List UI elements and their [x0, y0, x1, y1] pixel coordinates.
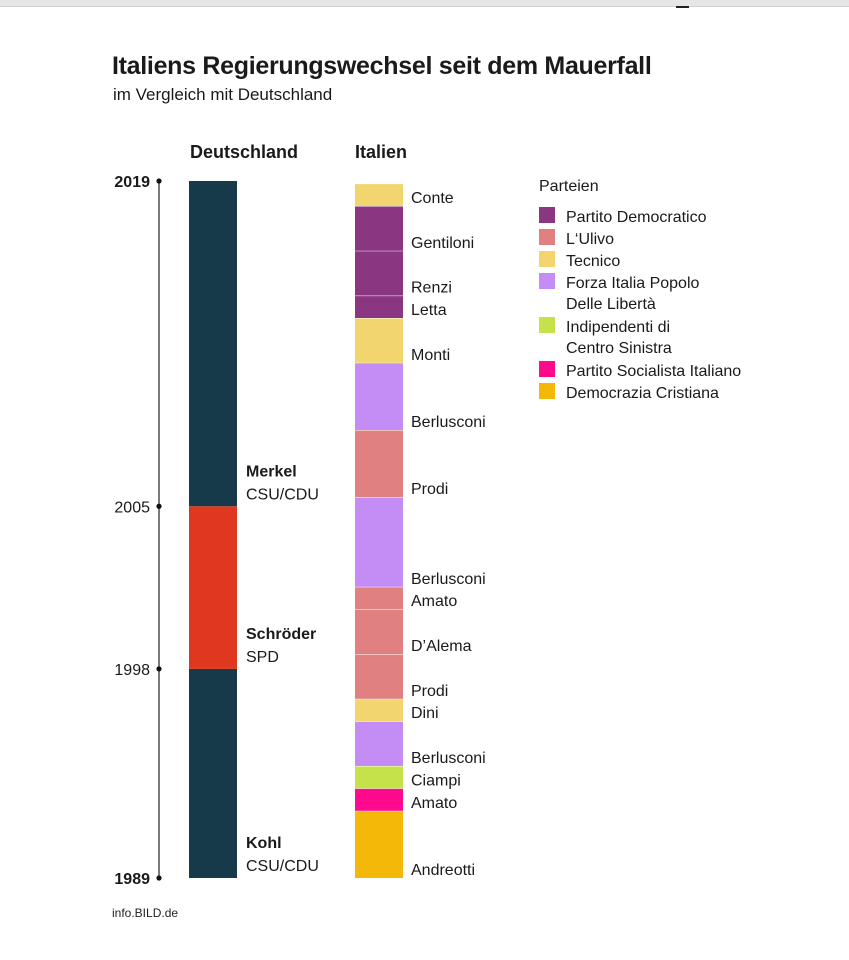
italy-pm-label-berlusconi: Berlusconi — [411, 750, 486, 767]
germany-party-kohl: CSU/CDU — [246, 858, 319, 875]
italy-pm-label-dalema: D’Alema — [411, 638, 472, 655]
legend-swatch — [539, 273, 555, 289]
italy-pm-label-amato: Amato — [411, 795, 457, 812]
italy-bar-letta — [355, 295, 403, 318]
italy-pm-label-monti: Monti — [411, 347, 450, 364]
italy-pm-label-dini: Dini — [411, 705, 439, 722]
germany-chancellor-schröder: Schröder — [246, 626, 316, 643]
legend-label: Partito Socialista Italiano — [566, 363, 741, 380]
italy-bar-gentiloni — [355, 206, 403, 251]
chart-subtitle: im Vergleich mit Deutschland — [113, 85, 333, 104]
italy-bar-amato — [355, 788, 403, 811]
italy-pm-label-berlusconi: Berlusconi — [411, 571, 486, 588]
italy-bar-monti — [355, 318, 403, 363]
legend-label: Delle Libertà — [566, 296, 656, 313]
italy-bar-dini — [355, 698, 403, 722]
italy-bar-berlusconi — [355, 721, 403, 766]
germany-bar-merkel — [189, 181, 237, 507]
year-tick-label-2019: 2019 — [114, 174, 150, 191]
year-tick-dot-1989 — [156, 875, 162, 881]
year-tick-label-1998: 1998 — [114, 662, 150, 679]
legend-label: Democrazia Cristiana — [566, 385, 719, 402]
top-bar-marker — [676, 6, 689, 8]
year-tick-label-1989: 1989 — [114, 871, 150, 888]
germany-chancellor-kohl: Kohl — [246, 835, 282, 852]
year-tick-dot-1998 — [156, 666, 162, 672]
legend-title: Parteien — [539, 178, 599, 195]
italy-bar-ciampi — [355, 766, 403, 789]
germany-party-schröder: SPD — [246, 649, 279, 666]
legend-swatch — [539, 207, 555, 223]
italy-pm-label-amato: Amato — [411, 593, 457, 610]
italy-pm-label-letta: Letta — [411, 302, 447, 319]
browser-top-bar — [0, 0, 849, 7]
italy-bar-prodi — [355, 430, 403, 498]
chart-title: Italiens Regierungswechsel seit dem Maue… — [112, 52, 652, 80]
italy-pm-label-berlusconi: Berlusconi — [411, 414, 486, 431]
italy-bar-conte — [355, 183, 403, 206]
italy-pm-label-prodi: Prodi — [411, 481, 448, 498]
germany-party-merkel: CSU/CDU — [246, 486, 319, 503]
legend-label: Centro Sinistra — [566, 340, 672, 357]
italy-bar-amato — [355, 586, 403, 610]
column-header-italien: Italien — [355, 142, 407, 162]
italy-pm-label-prodi: Prodi — [411, 683, 448, 700]
legend-label: L‘Ulivo — [566, 231, 614, 248]
legend-swatch — [539, 317, 555, 333]
italy-bar-prodi — [355, 654, 403, 699]
legend-label: Forza Italia Popolo — [566, 275, 700, 292]
italy-pm-label-gentiloni: Gentiloni — [411, 235, 474, 252]
year-tick-label-2005: 2005 — [114, 499, 150, 516]
legend-swatch — [539, 251, 555, 267]
italy-pm-label-renzi: Renzi — [411, 280, 452, 297]
germany-bar-kohl — [189, 668, 237, 878]
germany-chancellor-merkel: Merkel — [246, 463, 297, 480]
legend-label: Tecnico — [566, 253, 620, 270]
italy-pm-label-ciampi: Ciampi — [411, 772, 461, 789]
legend-swatch — [539, 361, 555, 377]
legend-label: Indipendenti di — [566, 319, 670, 336]
italy-pm-label-andreotti: Andreotti — [411, 862, 475, 879]
source-credit: info.BILD.de — [112, 906, 179, 920]
italy-bar-andreotti — [355, 810, 403, 878]
italy-bar-dalema — [355, 609, 403, 654]
italy-bar-berlusconi — [355, 362, 403, 430]
legend-swatch — [539, 383, 555, 399]
italy-pm-label-conte: Conte — [411, 190, 454, 207]
germany-bar-schröder — [189, 506, 237, 669]
italy-bar-renzi — [355, 250, 403, 296]
legend-label: Partito Democratico — [566, 209, 707, 226]
legend-swatch — [539, 229, 555, 245]
year-tick-dot-2005 — [156, 503, 162, 509]
column-header-deutschland: Deutschland — [190, 142, 298, 162]
year-tick-dot-2019 — [156, 178, 162, 184]
italy-bar-berlusconi — [355, 497, 403, 587]
